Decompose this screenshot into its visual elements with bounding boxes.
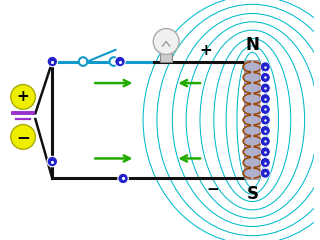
Circle shape	[260, 136, 270, 146]
Circle shape	[79, 57, 87, 66]
Text: +: +	[17, 90, 29, 104]
Circle shape	[260, 104, 270, 114]
Text: −: −	[16, 128, 30, 146]
Text: N: N	[245, 36, 259, 54]
Circle shape	[47, 156, 58, 167]
Circle shape	[153, 29, 179, 54]
Circle shape	[118, 173, 128, 184]
Circle shape	[260, 168, 270, 178]
Circle shape	[260, 158, 270, 168]
Circle shape	[260, 72, 270, 82]
Circle shape	[109, 57, 118, 66]
FancyBboxPatch shape	[244, 61, 260, 179]
Circle shape	[260, 94, 270, 104]
Circle shape	[11, 125, 36, 149]
Text: S: S	[246, 185, 258, 203]
Circle shape	[260, 147, 270, 157]
Circle shape	[260, 115, 270, 125]
Circle shape	[260, 83, 270, 93]
Circle shape	[115, 56, 125, 67]
Circle shape	[11, 85, 36, 109]
Circle shape	[47, 56, 58, 67]
Circle shape	[260, 62, 270, 72]
Text: −: −	[206, 182, 219, 197]
Circle shape	[260, 126, 270, 136]
FancyBboxPatch shape	[160, 53, 172, 61]
Text: +: +	[200, 43, 212, 58]
